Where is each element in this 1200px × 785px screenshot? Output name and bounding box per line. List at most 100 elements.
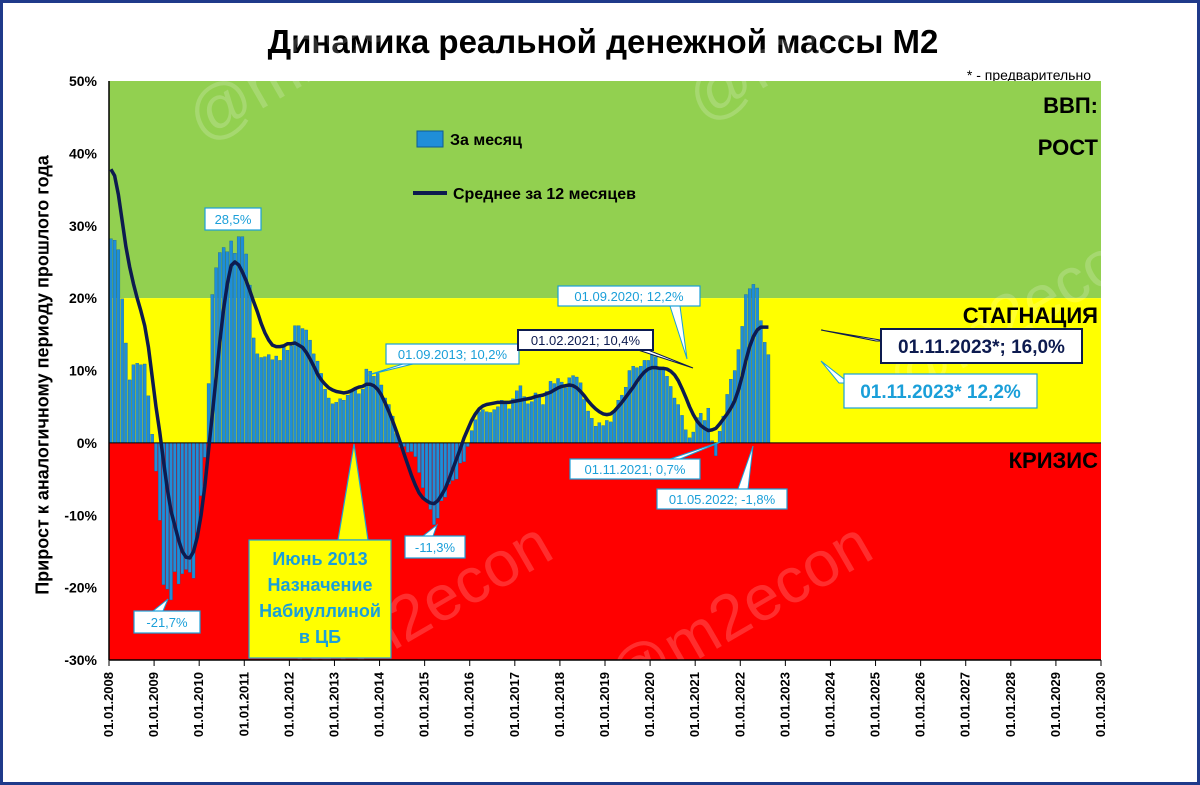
annotations: 28,5% -21,7% -11,3% 01.09.2013; 10,2% 01.09.… (133, 207, 1083, 634)
x-tick-label: 01.01.2017 (507, 672, 522, 737)
annotation-box (133, 610, 201, 634)
bar (165, 442, 169, 590)
bar (330, 403, 335, 444)
bar (334, 402, 339, 444)
y-tick-label: 20% (69, 290, 98, 306)
bar (481, 409, 485, 444)
bar (360, 389, 365, 444)
bar (511, 398, 515, 444)
bar (612, 411, 617, 444)
bar (251, 337, 256, 444)
bar (507, 408, 511, 444)
annotation-text: 01.11.2023* 12,2% (860, 382, 1021, 403)
bar (375, 373, 380, 444)
annotation-box (557, 285, 701, 307)
chart-title: Динамика реальной денежной массы М2 (267, 23, 939, 60)
axes: -30% -20% -10% 0% 10% 20% 30% 40% 50% 01.01.2008 0… (64, 73, 1108, 737)
x-tick-label: 01.01.2019 (597, 672, 612, 737)
annotation-text: -21,7% (146, 615, 188, 630)
bar (702, 420, 707, 444)
bar (274, 355, 278, 444)
bar (541, 404, 545, 444)
x-tick-label: 01.01.2011 (236, 672, 251, 736)
bar (184, 442, 188, 570)
bar (631, 366, 635, 444)
bar (469, 430, 474, 444)
callout-line: Набиуллиной (259, 601, 381, 621)
bar (560, 381, 564, 444)
annotation-box (404, 535, 466, 559)
bar (143, 363, 147, 444)
annotation-text: -11,3% (415, 540, 456, 555)
bar (409, 442, 414, 452)
legend: За месяц Среднее за 12 месяцев (413, 130, 636, 203)
bar (263, 356, 267, 444)
x-tick-label: 01.01.2018 (552, 672, 567, 737)
bar (582, 399, 587, 444)
zone-label-growth: РОСТ (1038, 135, 1099, 160)
callout: Июнь 2013 Назначение Набиуллиной в ЦБ (248, 443, 392, 659)
y-tick-label: -20% (64, 580, 97, 596)
x-tick-label: 01.01.2029 (1048, 672, 1063, 737)
bar (124, 342, 128, 444)
avg-12m-line (109, 168, 769, 560)
bar (466, 442, 470, 447)
bar (627, 370, 632, 444)
bar (353, 388, 357, 444)
annotation-box (843, 373, 1038, 409)
bar (424, 442, 429, 502)
y-tick-label: 10% (69, 363, 98, 379)
bar (601, 425, 605, 444)
bar (364, 368, 369, 444)
bar (496, 406, 500, 444)
x-tick-label: 01.01.2009 (146, 672, 161, 737)
x-tick-label: 01.01.2024 (822, 671, 837, 737)
bar (518, 385, 523, 444)
bar (680, 415, 684, 444)
bar (499, 400, 504, 444)
x-tick-label: 01.01.2010 (191, 672, 206, 737)
bar (417, 442, 421, 473)
x-tick-label: 01.01.2015 (417, 672, 432, 737)
bar (763, 342, 767, 444)
bar (672, 397, 677, 444)
zone-label-vvp: ВВП: (1043, 93, 1098, 118)
bar (270, 359, 275, 444)
bar (413, 442, 417, 457)
annotation-text: 01.11.2023*; 16,0% (898, 337, 1065, 358)
bar (267, 354, 271, 444)
bar (526, 403, 530, 444)
bar (488, 412, 493, 444)
bar (605, 420, 609, 444)
bar (563, 387, 568, 444)
bar (515, 390, 519, 444)
x-tick-label: 01.01.2016 (462, 672, 477, 737)
bar (158, 442, 162, 521)
callout-line: Июнь 2013 (272, 549, 367, 569)
y-tick-label: 50% (69, 73, 98, 89)
bar (131, 364, 136, 444)
bar (368, 371, 372, 444)
x-tick-label: 01.01.2012 (281, 672, 296, 737)
bar (669, 386, 673, 444)
bar (173, 442, 177, 572)
bar (327, 397, 331, 444)
bar (323, 389, 327, 444)
bar (255, 353, 260, 444)
x-tick-label: 01.01.2027 (958, 672, 973, 737)
annotation-box (385, 343, 520, 365)
legend-bar-swatch (416, 130, 444, 148)
preliminary-note: * - предварительно (966, 67, 1091, 83)
annotation-box (656, 488, 788, 510)
bar (477, 411, 481, 444)
bar (233, 253, 237, 444)
y-tick-label: -30% (64, 652, 97, 668)
callout-box (248, 539, 392, 659)
x-tick-label: 01.01.2008 (101, 672, 116, 737)
bar (421, 442, 425, 488)
bar (199, 442, 203, 496)
bar (687, 437, 692, 444)
bar (608, 421, 613, 444)
bar (248, 284, 252, 444)
